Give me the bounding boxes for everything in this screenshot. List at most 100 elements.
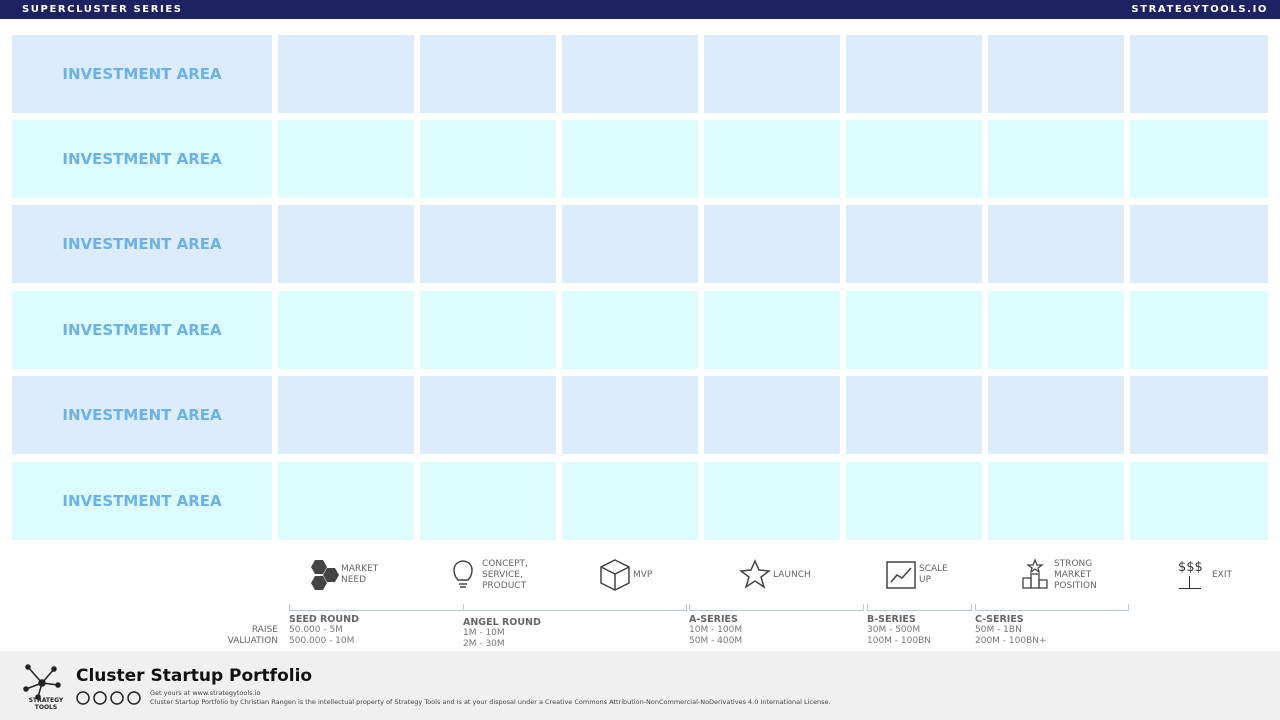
grid-cell — [278, 205, 414, 283]
footer-line2: Cluster Startup Portfolio by Christian R… — [150, 698, 831, 706]
grid-cell — [1130, 291, 1268, 369]
grid-cell — [988, 376, 1124, 454]
round-bracket — [975, 604, 1129, 611]
row-label: INVESTMENT AREA — [12, 376, 272, 454]
grid-cell — [1130, 376, 1268, 454]
grid-cell — [846, 120, 982, 198]
round-valuation: 100M - 100BN — [867, 636, 931, 646]
grid-cell — [562, 205, 698, 283]
round: SEED ROUND 50.000 - 5M 500.000 - 10M — [289, 614, 359, 647]
round-name: SEED ROUND — [289, 614, 359, 625]
grid-cell — [562, 291, 698, 369]
stage-icon-svg — [1022, 558, 1048, 589]
row-label: INVESTMENT AREA — [12, 205, 272, 283]
stage-label-line: SERVICE, — [482, 569, 523, 580]
footer-title: Cluster Startup Portfolio — [76, 666, 313, 686]
round-raise: 30M - 500M — [867, 625, 921, 635]
grid-cell — [1130, 35, 1268, 113]
row-label: INVESTMENT AREA — [12, 291, 272, 369]
grid-cell — [846, 462, 982, 540]
stage-label-line: MARKET — [1054, 569, 1092, 580]
valuation-label: VALUATION — [227, 636, 278, 646]
stage-label-line: MARKET — [341, 564, 379, 574]
stage-icon-svg — [311, 560, 339, 590]
footer: STRATEGY TOOLS Cluster Startup Portfolio… — [0, 651, 1280, 720]
stage-label: LAUNCH — [773, 570, 811, 581]
round-raise: 1M - 10M — [463, 628, 505, 638]
footer-line1: Get yours at www.strategytools.io — [150, 689, 261, 697]
stage-icon — [1020, 558, 1054, 592]
stage-label: MVP — [633, 570, 652, 581]
grid-cell — [846, 291, 982, 369]
header-right: STRATEGYTOOLS.IO — [1131, 4, 1268, 15]
logo-text: STRATEGY TOOLS — [28, 697, 64, 711]
stage-icon-svg — [453, 560, 473, 588]
round: ANGEL ROUND 1M - 10M 2M - 30M — [463, 617, 541, 650]
stage-label: STRONG MARKET POSITION — [1054, 559, 1097, 592]
grid-cell — [846, 35, 982, 113]
header-left: SUPERCLUSTER SERIES — [22, 4, 183, 15]
header-bar: SUPERCLUSTER SERIES STRATEGYTOOLS.IO — [0, 0, 1280, 19]
grid-cell — [420, 376, 556, 454]
grid-cell — [562, 462, 698, 540]
stage-label-line: STRONG — [1054, 558, 1093, 569]
stage-label: EXIT — [1212, 570, 1232, 581]
stage-icon-svg — [600, 559, 630, 591]
grid-cell — [988, 120, 1124, 198]
grid-cell — [278, 291, 414, 369]
round-raise: 10M - 100M — [689, 625, 743, 635]
stage-label: SCALE UP — [919, 564, 948, 586]
round-valuation: 2M - 30M — [463, 639, 505, 649]
grid-cell — [420, 462, 556, 540]
round-bracket — [867, 604, 972, 611]
stage-label-line: CONCEPT, — [482, 558, 528, 569]
grid-cell — [420, 291, 556, 369]
row-label: INVESTMENT AREA — [12, 120, 272, 198]
round-bracket — [463, 604, 687, 611]
round-raise: 50M - 1BN — [975, 625, 1022, 635]
round-bracket — [289, 604, 464, 611]
stage-label: MARKET NEED — [341, 564, 378, 586]
cc-icons — [76, 691, 141, 705]
grid-cell — [704, 120, 840, 198]
stage-label-line: EXIT — [1212, 569, 1233, 580]
stage-label: CONCEPT, SERVICE, PRODUCT — [482, 559, 528, 592]
grid-cell — [846, 376, 982, 454]
grid-cell — [278, 376, 414, 454]
grid-cell — [704, 35, 840, 113]
grid-cell — [1130, 462, 1268, 540]
stage-icon — [739, 558, 773, 592]
grid-cell — [988, 291, 1124, 369]
round-name: ANGEL ROUND — [463, 617, 541, 628]
stage-label-line: MVP — [633, 569, 653, 580]
stage-icon-text: $$$ — [1178, 560, 1203, 575]
stage-label-line: LAUNCH — [773, 569, 811, 580]
stage-label-line: PRODUCT — [482, 580, 527, 591]
stage-icon — [448, 558, 482, 592]
stage-label-line: NEED — [341, 575, 367, 585]
round-raise: 50.000 - 5M — [289, 625, 343, 635]
round: C-SERIES 50M - 1BN 200M - 100BN+ — [975, 614, 1047, 647]
stage-icon — [885, 558, 919, 592]
grid-cell — [278, 462, 414, 540]
stage-icon — [599, 558, 633, 592]
grid-cell — [278, 120, 414, 198]
round-valuation: 50M - 400M — [689, 636, 743, 646]
round: A-SERIES 10M - 100M 50M - 400M — [689, 614, 742, 647]
grid-cell — [704, 462, 840, 540]
grid-cell — [420, 35, 556, 113]
grid-cell — [278, 35, 414, 113]
stage-icon-svg — [886, 561, 916, 589]
grid-cell — [704, 291, 840, 369]
row-label: INVESTMENT AREA — [12, 35, 272, 113]
grid-cell — [704, 205, 840, 283]
stage-label-line: POSITION — [1054, 580, 1097, 591]
round-valuation: 200M - 100BN+ — [975, 636, 1047, 646]
logo-icon — [23, 664, 61, 700]
grid-cell — [704, 376, 840, 454]
round-name: C-SERIES — [975, 614, 1024, 625]
grid-cell — [846, 205, 982, 283]
grid-cell — [988, 205, 1124, 283]
stage-label-line: SCALE — [919, 564, 948, 574]
